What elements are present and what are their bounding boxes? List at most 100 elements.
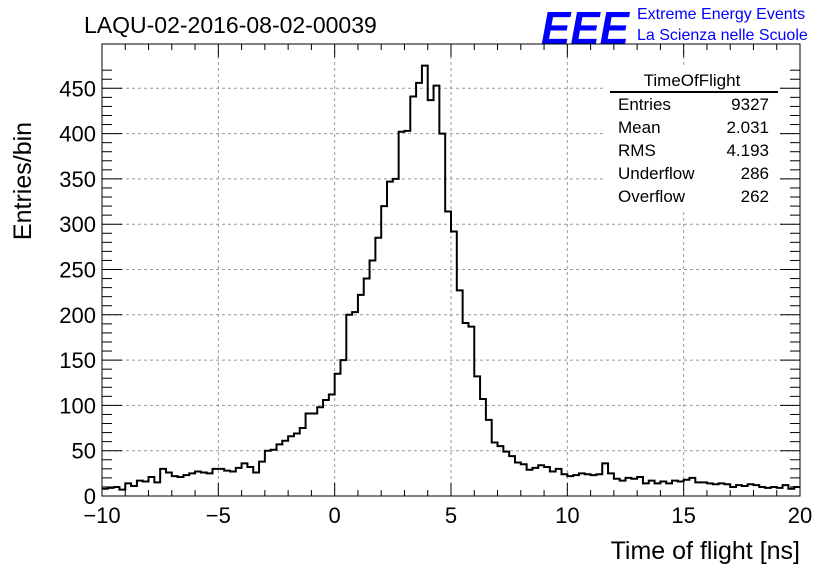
histogram-bin [195, 472, 201, 496]
histogram-bin [579, 473, 585, 496]
histogram-bin [375, 238, 381, 496]
y-tick-label: 350 [59, 167, 96, 192]
stats-box: TimeOfFlight Entries 9327 Mean 2.031 RMS 4.19… [606, 66, 780, 212]
histogram-bin [666, 483, 672, 496]
histogram-bin [655, 483, 661, 496]
grid-lines [102, 44, 800, 496]
histogram-bin [765, 488, 771, 496]
x-tick-label: 20 [788, 503, 812, 528]
histogram-bin [399, 132, 405, 496]
histogram-bin [218, 469, 224, 496]
histogram-bin [370, 260, 376, 496]
histogram-bin [311, 414, 317, 496]
histogram-bin [224, 471, 230, 496]
histogram-bin [713, 484, 719, 496]
stats-row-label: Mean [618, 118, 661, 137]
histogram-bin [393, 179, 399, 496]
histogram-bin [515, 462, 521, 496]
histogram-bin [131, 486, 137, 496]
histogram-bin [422, 66, 428, 496]
y-tick-label: 100 [59, 393, 96, 418]
histogram-bin [207, 473, 213, 496]
histogram-bin [631, 479, 637, 496]
histogram-bin [742, 486, 748, 496]
x-tick-label: −5 [206, 503, 231, 528]
histogram-bin [364, 279, 370, 496]
stats-row-value: 4.193 [726, 141, 769, 160]
histogram-bin [591, 475, 597, 496]
stats-row-label: RMS [618, 141, 656, 160]
y-tick-label: 150 [59, 348, 96, 373]
stats-rows: Entries 9327 Mean 2.031 RMS 4.193 Underflow 286… [618, 95, 769, 206]
histogram-bin [620, 481, 626, 496]
plot-frame [101, 43, 801, 497]
histogram-bin [381, 206, 387, 496]
histogram-bin [300, 428, 306, 496]
eee-logo: EEE [541, 2, 630, 54]
y-tick-label: 0 [84, 484, 96, 509]
y-tick-label: 400 [59, 122, 96, 147]
brand-line1: Extreme Energy Events [637, 6, 805, 23]
histogram-bin [428, 100, 434, 496]
x-tick-label: 5 [445, 503, 457, 528]
histogram-bin [678, 482, 684, 496]
y-tick-label: 250 [59, 258, 96, 283]
stats-row-value: 262 [741, 187, 769, 206]
histogram-bin [503, 452, 509, 496]
histogram-bin [271, 450, 277, 496]
x-axis-title: Time of flight [ns] [611, 537, 800, 565]
x-tick-label: −10 [83, 503, 120, 528]
y-tick-label: 200 [59, 303, 96, 328]
histogram-bin [404, 131, 410, 496]
histogram-bin [527, 470, 533, 496]
histogram-bin [323, 400, 329, 496]
histogram-bin [340, 360, 346, 496]
histogram-bin [102, 489, 108, 496]
histogram-bin [277, 444, 283, 496]
histogram-bin [230, 472, 236, 496]
histogram-bin [294, 433, 300, 496]
histogram-bin [143, 482, 149, 496]
x-tick-label: 15 [671, 503, 695, 528]
histogram-bin [183, 475, 189, 496]
histogram-outline [102, 64, 800, 491]
y-axis-title: Entries/bin [9, 122, 37, 240]
histogram-bin [730, 487, 736, 496]
histogram-bin [201, 472, 207, 496]
histogram-bin [701, 482, 707, 496]
histogram-bin [317, 407, 323, 496]
y-tick-label: 50 [72, 439, 96, 464]
histogram-bin [172, 476, 178, 496]
histogram-bin [788, 489, 794, 496]
histogram-bin [410, 96, 416, 496]
stats-row-value: 286 [741, 164, 769, 183]
histogram-bin [573, 475, 579, 496]
histogram-bin [532, 468, 538, 496]
histogram-bin [352, 312, 358, 496]
y-tick-label: 300 [59, 212, 96, 237]
histogram-bin [358, 295, 364, 496]
brand-line2: La Scienza nelle Scuole [637, 27, 808, 44]
histogram-bin [282, 441, 288, 496]
stats-row-label: Entries [618, 95, 671, 114]
histogram-bin [329, 395, 335, 496]
histogram-bin [562, 474, 568, 496]
histogram-bin [288, 436, 294, 496]
stats-row-value: 9327 [731, 95, 769, 114]
histogram-bin [585, 474, 591, 496]
histogram-bin [178, 477, 184, 496]
stats-title: TimeOfFlight [644, 71, 741, 90]
histogram-bin [596, 474, 602, 496]
histogram-bin [387, 182, 393, 496]
histogram-bin [538, 465, 544, 496]
histogram-bin [445, 212, 451, 496]
run-title: LAQU-02-2016-08-02-00039 [84, 12, 377, 38]
histogram-bin [777, 488, 783, 496]
x-tick-label: 0 [329, 503, 341, 528]
histogram-bin [434, 86, 440, 496]
axis-ticks [101, 44, 801, 497]
histogram-bin [643, 483, 649, 496]
histogram-bin [154, 482, 160, 496]
